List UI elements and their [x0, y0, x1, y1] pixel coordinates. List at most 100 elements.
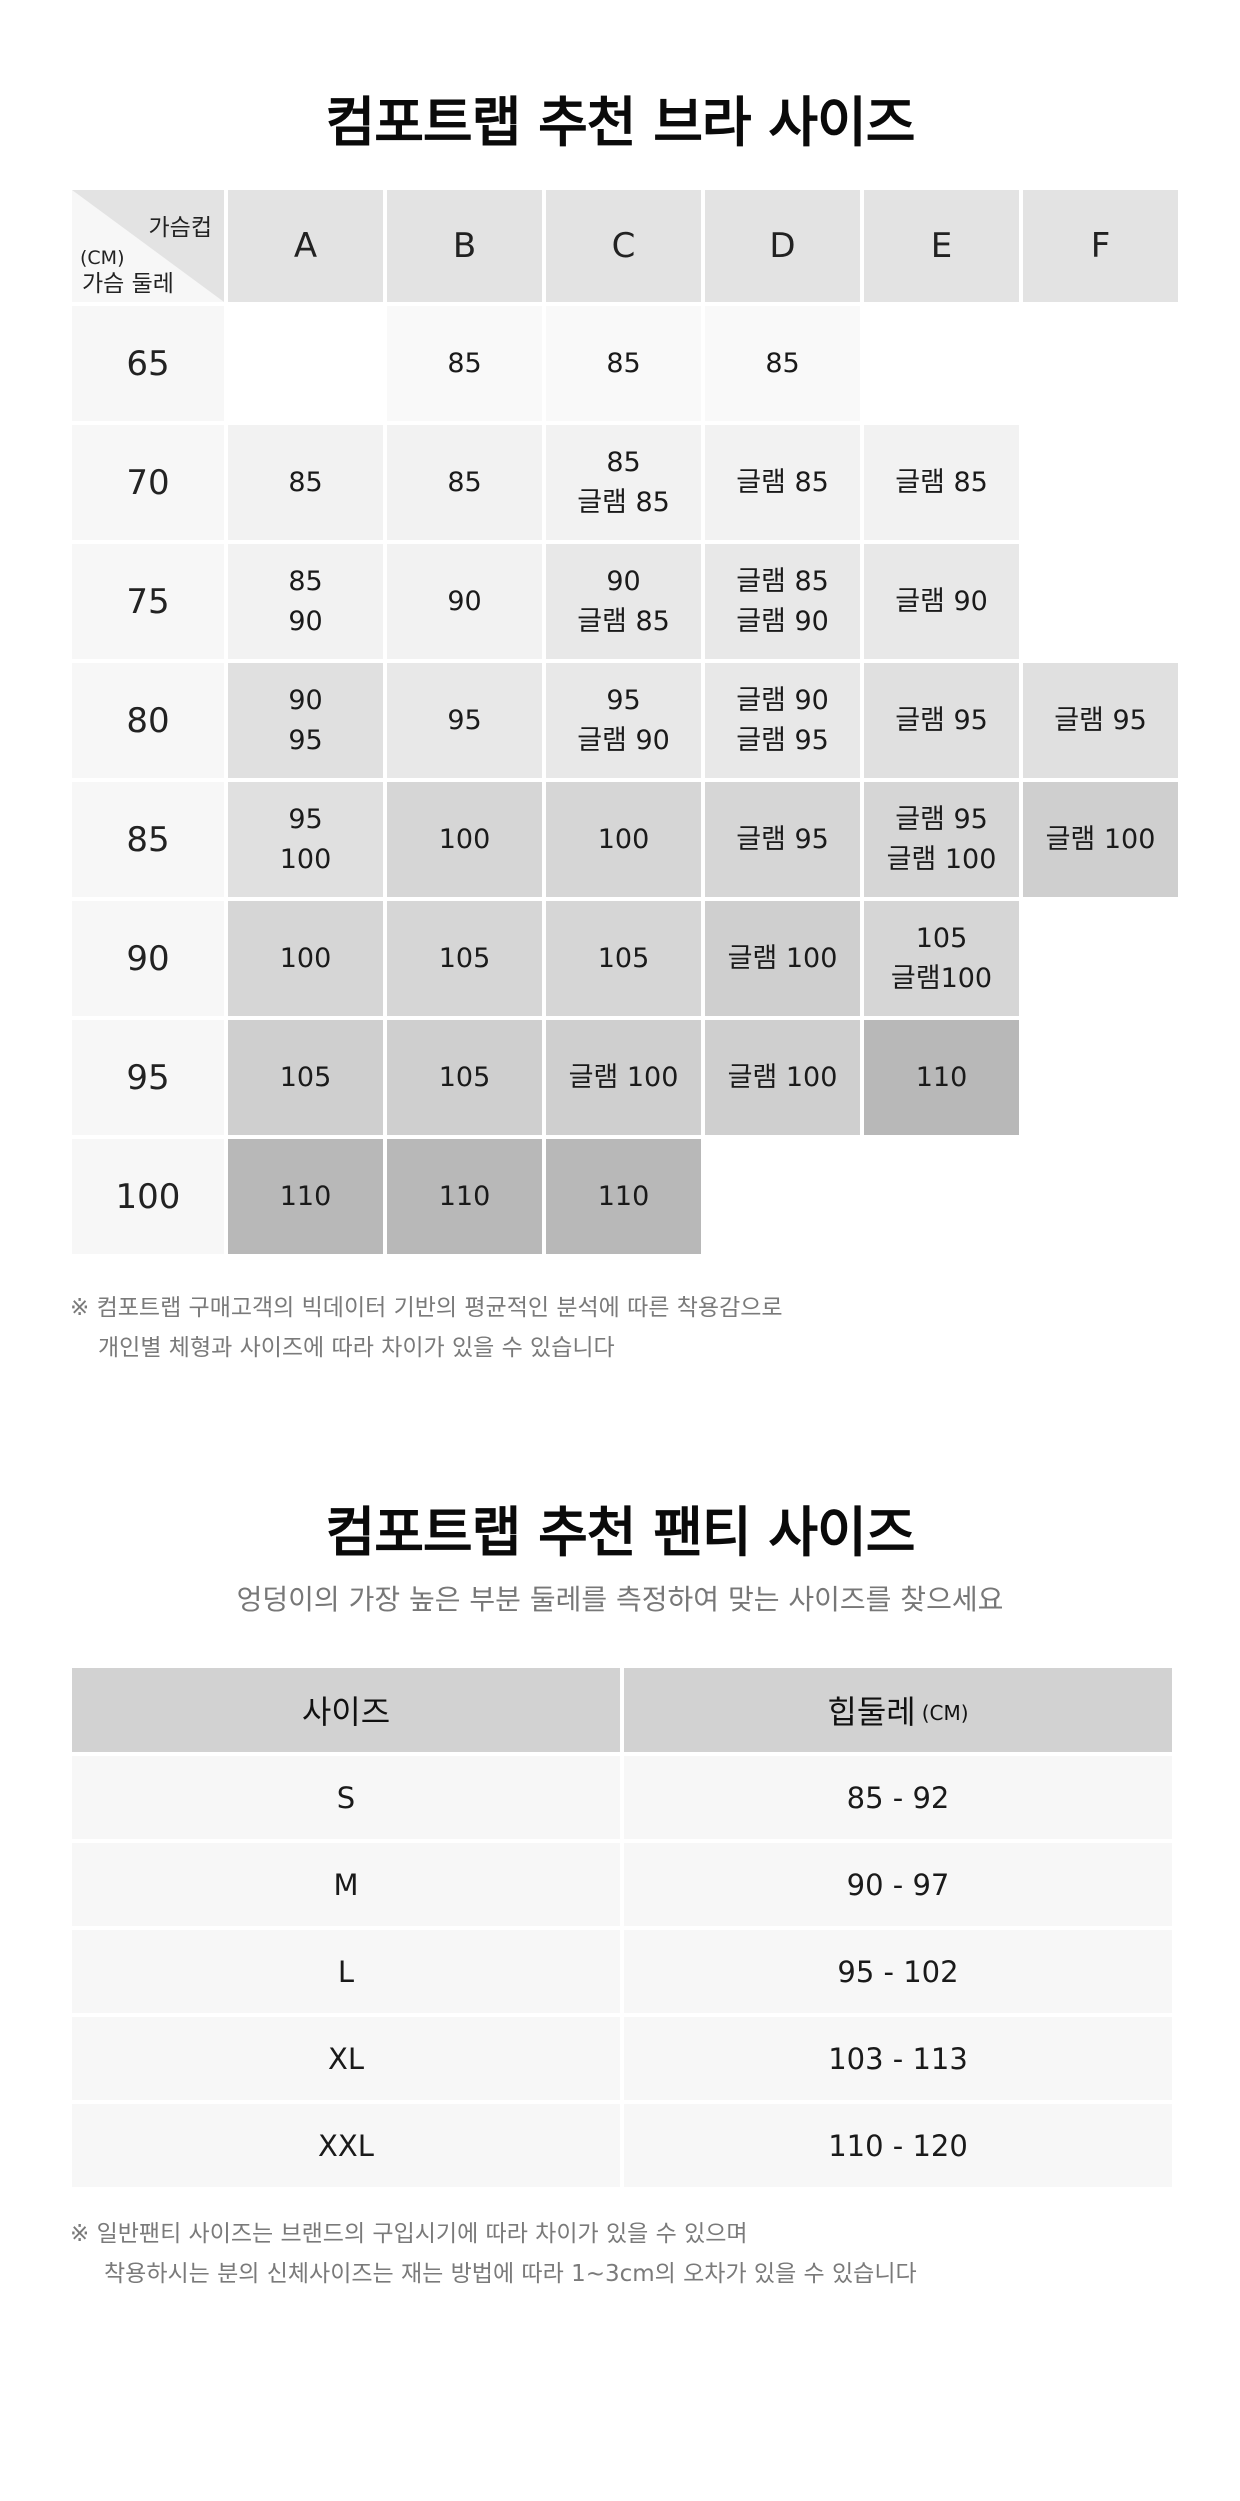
- size-cell: 글램 95: [1023, 663, 1178, 778]
- size-value: 90: [288, 684, 323, 716]
- unit-label: (CM): [80, 247, 125, 269]
- size-cell: [705, 1139, 860, 1254]
- cup-header: C: [546, 190, 701, 302]
- size-cell: 85: [387, 425, 542, 540]
- size-cell: 글램 100: [546, 1020, 701, 1135]
- size-value: 100: [597, 823, 650, 855]
- size-value: 110: [915, 1061, 968, 1093]
- size-value: 글램100: [890, 962, 993, 994]
- size-value: 글램 95: [736, 724, 829, 756]
- size-cell: 글램 95: [705, 782, 860, 897]
- size-cell: 글램 85: [705, 425, 860, 540]
- size-value: 글램 100: [727, 1061, 838, 1093]
- size-value: 110: [597, 1180, 650, 1212]
- cup-header: E: [864, 190, 1019, 302]
- size-value: 글램 85: [577, 486, 670, 518]
- size-value: 110: [279, 1180, 332, 1212]
- band-header: 95: [72, 1020, 224, 1135]
- size-value: 글램 100: [886, 843, 997, 875]
- size-cell: [1023, 901, 1178, 1016]
- hip-header-label: 힙둘레: [827, 1693, 916, 1731]
- panty-size-note: ※ 일반팬티 사이즈는 브랜드의 구입시기에 따라 차이가 있을 수 있으며 착…: [70, 2214, 917, 2294]
- bra-size-note: ※ 컴포트랩 구매고객의 빅데이터 기반의 평균적인 분석에 따른 착용감으로 …: [70, 1288, 783, 1368]
- size-cell: S: [72, 1756, 620, 1839]
- size-value: 100: [438, 823, 491, 855]
- size-value: 95: [288, 803, 323, 835]
- size-cell: 105: [387, 901, 542, 1016]
- size-cell: 100: [546, 782, 701, 897]
- size-cell: 95 글램 90: [546, 663, 701, 778]
- size-value: 95: [606, 684, 641, 716]
- size-cell: L: [72, 1930, 620, 2013]
- band-axis-label: 가슴 둘레: [82, 271, 174, 297]
- size-value: 110: [438, 1180, 491, 1212]
- panty-size-subtitle: 엉덩이의 가장 높은 부분 둘레를 측정하여 맞는 사이즈를 찾으세요: [236, 1583, 1004, 1616]
- band-header: 65: [72, 306, 224, 421]
- hip-range-cell: 110 - 120: [624, 2104, 1172, 2187]
- size-value: 글램 85: [736, 565, 829, 597]
- band-header: 85: [72, 782, 224, 897]
- size-cell: 105: [387, 1020, 542, 1135]
- size-value: 105: [915, 922, 968, 954]
- size-cell: 글램 95: [864, 663, 1019, 778]
- corner-diagonal: [72, 190, 224, 302]
- size-value: 90: [288, 605, 323, 637]
- size-cell: 110: [864, 1020, 1019, 1135]
- size-value: 글램 90: [895, 585, 988, 617]
- size-value: 95: [447, 704, 482, 736]
- size-value: 글램 95: [736, 823, 829, 855]
- band-header: 80: [72, 663, 224, 778]
- size-value: 글램 90: [577, 724, 670, 756]
- size-value: 90: [447, 585, 482, 617]
- bra-note-line-2: 개인별 체형과 사이즈에 따라 차이가 있을 수 있습니다: [98, 1335, 615, 1361]
- band-header: 90: [72, 901, 224, 1016]
- size-value: 글램 100: [727, 942, 838, 974]
- size-value: 85: [765, 347, 800, 379]
- hip-column-header: 힙둘레 (CM): [624, 1668, 1172, 1752]
- size-cell: 글램 100: [705, 901, 860, 1016]
- size-value: 글램 100: [1045, 823, 1156, 855]
- size-value: 105: [597, 942, 650, 974]
- bra-size-title: 컴포트랩 추천 브라 사이즈: [325, 91, 916, 154]
- size-cell: 90 글램 85: [546, 544, 701, 659]
- size-value: 100: [279, 942, 332, 974]
- size-value: 글램 90: [736, 684, 829, 716]
- size-cell: 95 100: [228, 782, 383, 897]
- table-corner-header: 가슴컵 (CM) 가슴 둘레: [72, 190, 224, 302]
- size-value: 글램 95: [895, 704, 988, 736]
- size-cell: 85: [546, 306, 701, 421]
- size-cell: [1023, 425, 1178, 540]
- size-cell: 90: [387, 544, 542, 659]
- cup-axis-label: 가슴컵: [148, 215, 212, 241]
- size-cell: [864, 1139, 1019, 1254]
- hip-range-cell: 95 - 102: [624, 1930, 1172, 2013]
- size-value: 85: [606, 347, 641, 379]
- size-cell: 110: [228, 1139, 383, 1254]
- size-cell: 90 95: [228, 663, 383, 778]
- size-cell: [864, 306, 1019, 421]
- size-cell: 글램 85: [864, 425, 1019, 540]
- size-cell: 글램 100: [705, 1020, 860, 1135]
- size-cell: 110: [546, 1139, 701, 1254]
- size-cell: 105: [228, 1020, 383, 1135]
- size-value: 글램 90: [736, 605, 829, 637]
- size-cell: 100: [387, 782, 542, 897]
- size-cell: 105 글램100: [864, 901, 1019, 1016]
- size-value: 105: [438, 942, 491, 974]
- size-cell: XXL: [72, 2104, 620, 2187]
- size-value: 100: [279, 843, 332, 875]
- band-header: 100: [72, 1139, 224, 1254]
- size-value: 글램 85: [736, 466, 829, 498]
- size-value: 105: [279, 1061, 332, 1093]
- cup-header: D: [705, 190, 860, 302]
- size-value: 글램 95: [895, 803, 988, 835]
- size-cell: [1023, 1020, 1178, 1135]
- size-value: 글램 85: [895, 466, 988, 498]
- panty-note-line-2: 착용하시는 분의 신체사이즈는 재는 방법에 따라 1~3cm의 오차가 있을 …: [104, 2261, 917, 2287]
- size-value: 90: [606, 565, 641, 597]
- hip-header-unit: (CM): [921, 1701, 969, 1725]
- size-cell: 글램 85 글램 90: [705, 544, 860, 659]
- size-cell: 95: [387, 663, 542, 778]
- size-cell: 85: [228, 425, 383, 540]
- band-header: 70: [72, 425, 224, 540]
